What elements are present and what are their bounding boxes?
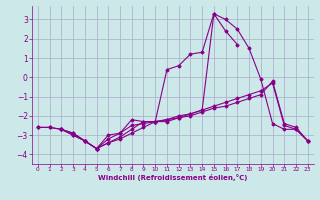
X-axis label: Windchill (Refroidissement éolien,°C): Windchill (Refroidissement éolien,°C) xyxy=(98,174,247,181)
